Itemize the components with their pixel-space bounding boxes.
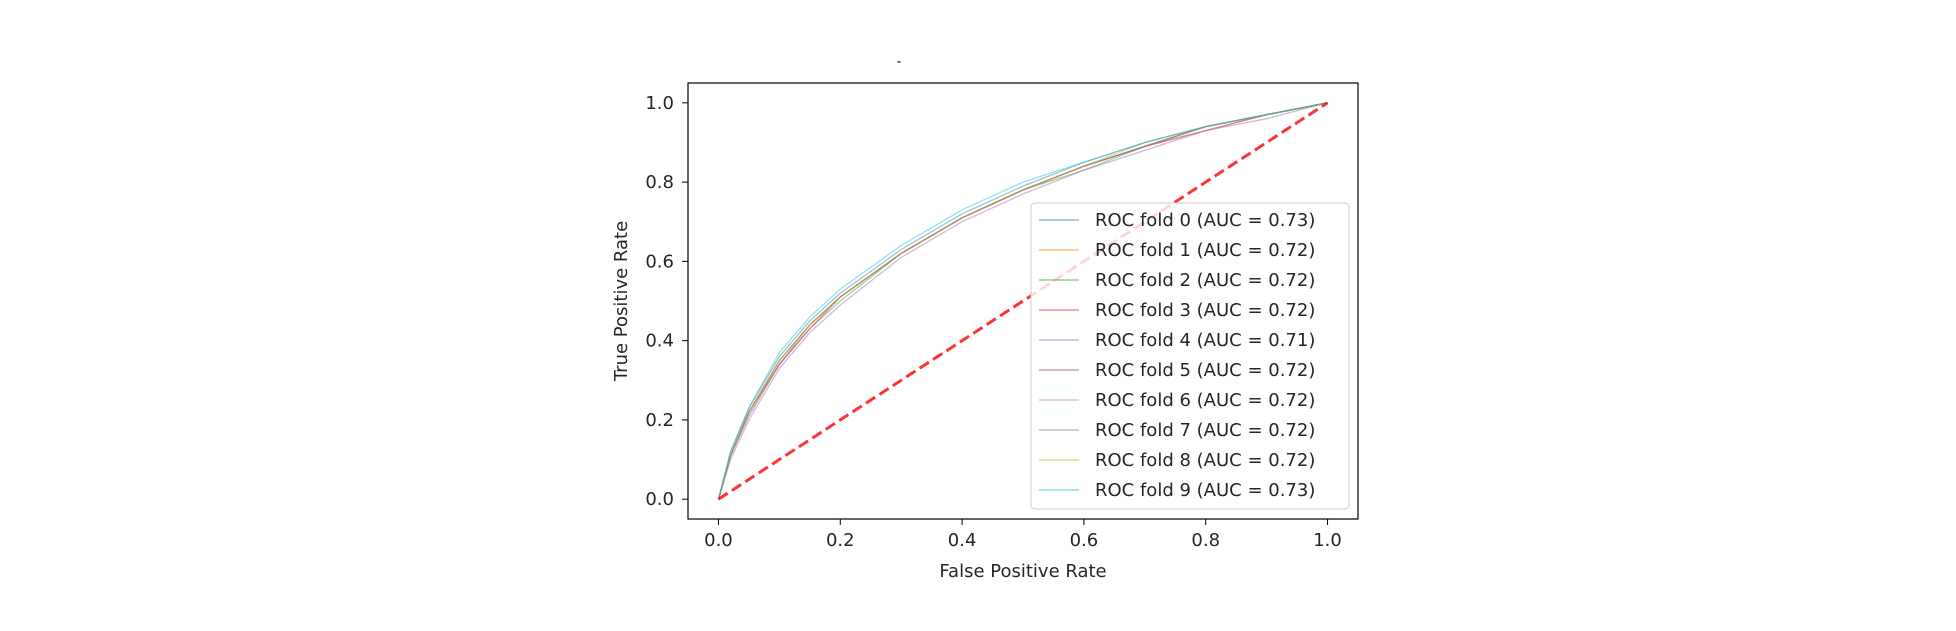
legend-entry-label: ROC fold 9 (AUC = 0.73) (1095, 480, 1315, 501)
roc-curve-fold-1 (717, 102, 1328, 500)
y-tick-label: 1.0 (645, 93, 674, 114)
legend-entry-label: ROC fold 7 (AUC = 0.72) (1095, 420, 1315, 441)
roc-curve-fold-2 (717, 102, 1328, 500)
legend-entry-label: ROC fold 1 (AUC = 0.72) (1095, 240, 1315, 261)
roc-curve-fold-5 (717, 102, 1328, 500)
roc-curve-fold-7 (717, 102, 1328, 500)
legend-entry-label: ROC fold 8 (AUC = 0.72) (1095, 450, 1315, 471)
x-tick-label: 0.4 (948, 530, 977, 551)
legend-frame (1030, 202, 1350, 510)
x-tick-label: 0.2 (826, 530, 855, 551)
x-tick-label: 0.0 (704, 530, 733, 551)
legend-entry-label: ROC fold 5 (AUC = 0.72) (1095, 360, 1315, 381)
roc-curves (717, 102, 1328, 500)
roc-curve-fold-8 (717, 102, 1328, 500)
x-tick-label: 1.0 (1313, 530, 1342, 551)
chance-reference-line (717, 101, 1329, 501)
x-axis-ticks: 0.0 0.2 0.4 0.6 0.8 1.0 (704, 519, 1342, 551)
x-tick-label: 0.6 (1070, 530, 1099, 551)
roc-curve-fold-9 (717, 102, 1328, 500)
legend-entry-label: ROC fold 6 (AUC = 0.72) (1095, 390, 1315, 411)
legend-entry-label: ROC fold 3 (AUC = 0.72) (1095, 300, 1315, 321)
legend: ROC fold 0 (AUC = 0.73) ROC fold 1 (AUC =… (1030, 202, 1350, 510)
x-axis-label: False Positive Rate (939, 561, 1106, 582)
roc-curve-fold-0 (717, 102, 1328, 500)
y-axis-ticks: 0.0 0.2 0.4 0.6 0.8 1.0 (645, 93, 688, 510)
legend-entry-label: ROC fold 2 (AUC = 0.72) (1095, 270, 1315, 291)
plot-frame (687, 82, 1359, 520)
y-tick-label: 0.2 (645, 410, 674, 431)
roc-curve-fold-6 (717, 102, 1328, 500)
y-tick-label: 0.0 (645, 489, 674, 510)
x-tick-label: 0.8 (1191, 530, 1220, 551)
roc-curve-fold-4 (717, 102, 1328, 500)
y-tick-label: 0.4 (645, 331, 674, 352)
legend-entry-label: ROC fold 4 (AUC = 0.71) (1095, 330, 1315, 351)
y-tick-label: 0.8 (645, 172, 674, 193)
y-axis-label: True Positive Rate (611, 221, 632, 382)
y-tick-label: 0.6 (645, 251, 674, 272)
chart-title: - (896, 54, 901, 70)
legend-entry-label: ROC fold 0 (AUC = 0.73) (1095, 210, 1315, 231)
roc-curve-fold-3 (717, 102, 1328, 500)
